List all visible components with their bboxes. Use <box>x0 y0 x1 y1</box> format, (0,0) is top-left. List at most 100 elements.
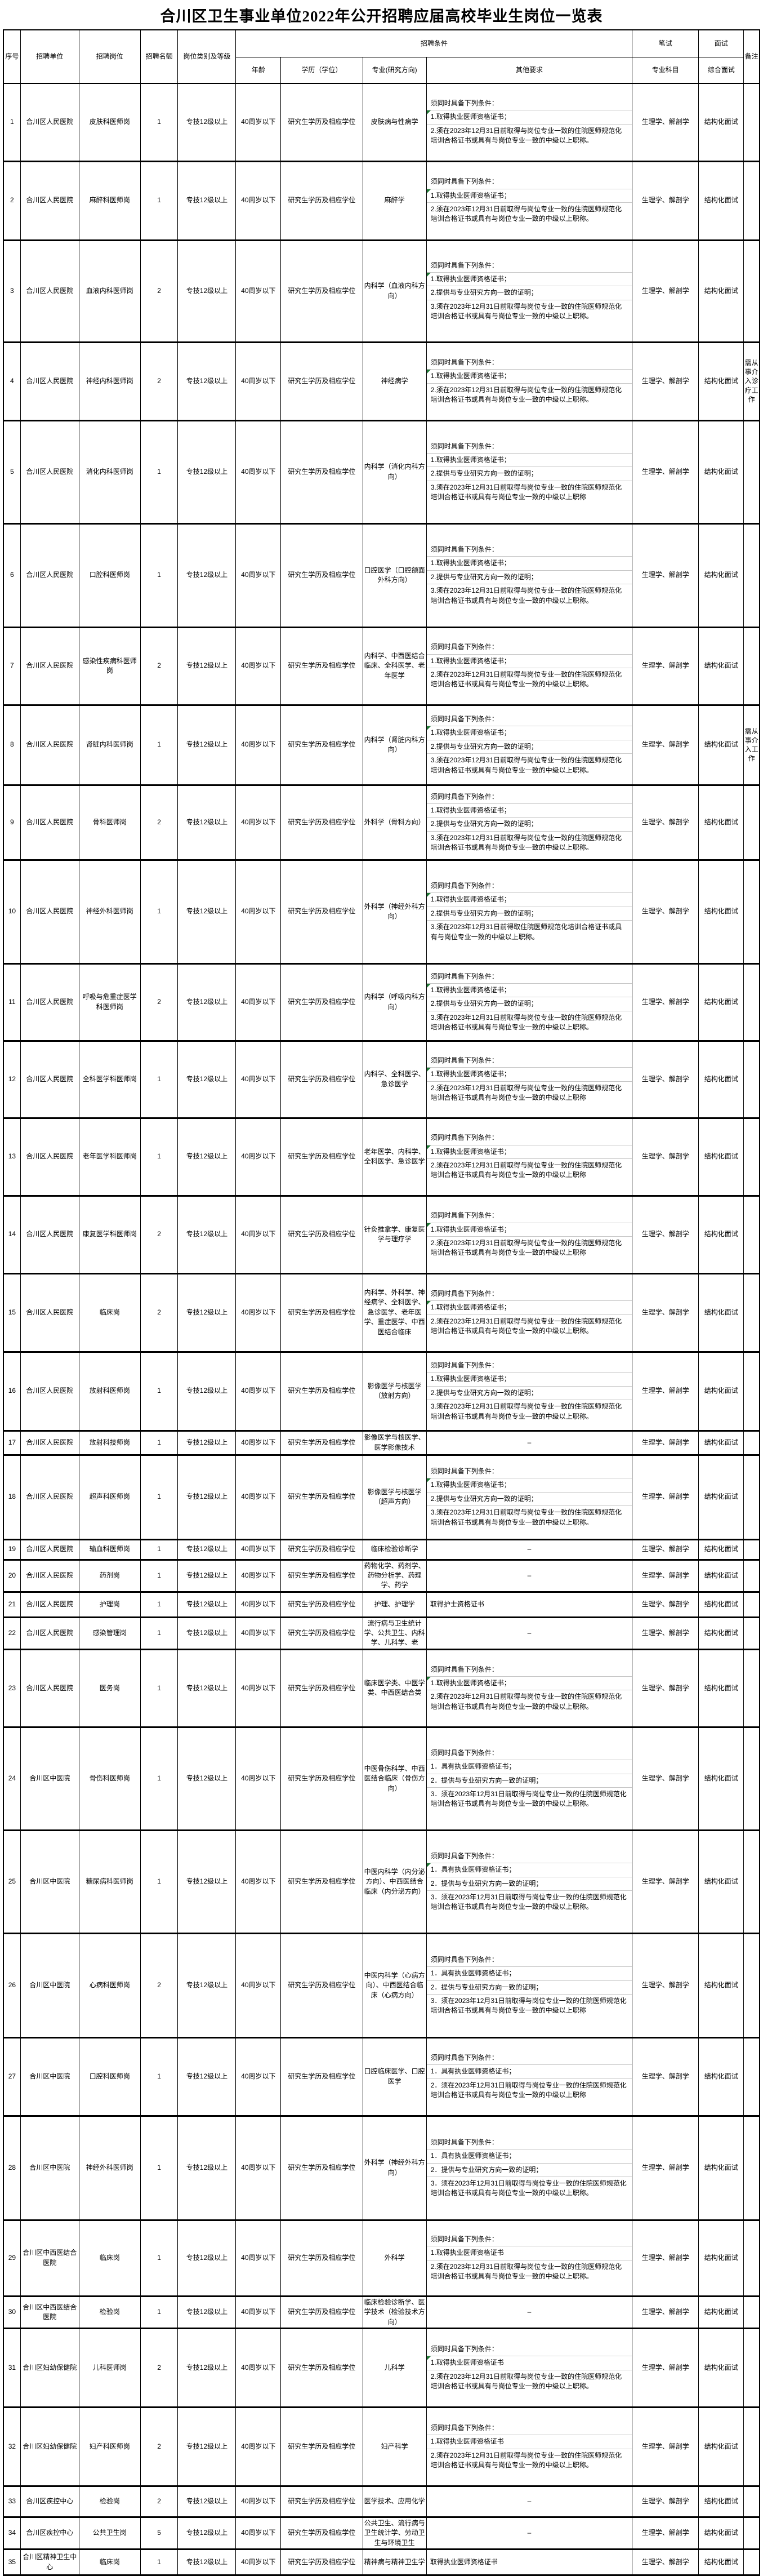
cell-seq: 13 <box>3 1117 21 1197</box>
cell-major: 临床医学类、中医学类、中西医结合类 <box>362 1649 427 1728</box>
cell-edu: 研究生学历及相应学位 <box>280 1649 363 1728</box>
cell-interview-type: 结构化面试 <box>698 1933 744 2038</box>
cell-remark <box>743 1591 760 1618</box>
cell-post: 医务岗 <box>78 1649 141 1728</box>
header-age: 年龄 <box>235 56 282 84</box>
cell-interview-type: 结构化面试 <box>698 859 744 965</box>
cell-major: 内科学（肾脏内科方向） <box>362 704 427 786</box>
cell-other-requirements: 须同时具备下列条件： 1.取得执业医师资格证书； 2.须在2023年12月31日前取… <box>426 341 633 421</box>
cell-unit: 合川区人民医院 <box>20 1040 79 1119</box>
cell-seq: 10 <box>3 859 21 965</box>
cell-other-requirements: 须同时具备下列条件： 1.取得执业医师资格证书 2.须在2023年12月31日前取得… <box>426 2407 633 2488</box>
page-title: 合川区卫生事业单位2022年公开招聘应届高校毕业生岗位一览表 <box>160 8 603 25</box>
cell-major: 药物化学、药剂学、药物分析学、药理学、药学 <box>362 1559 427 1593</box>
cell-seq: 31 <box>3 2328 21 2409</box>
cell-remark <box>743 420 760 525</box>
cell-unit: 合川区人民医院 <box>20 161 79 241</box>
condition-item: 1.取得执业医师资格证书； <box>427 1372 632 1385</box>
cell-unit: 合川区中医院 <box>20 1933 79 2038</box>
cell-written-subject: 生理学、解剖学 <box>632 161 699 241</box>
cell-remark: 需从事介入工作 <box>743 704 760 786</box>
cell-written-subject: 生理学、解剖学 <box>632 523 699 628</box>
condition-item: 2．提供与专业研究方向一致的证明； <box>427 1876 632 1890</box>
cell-category: 专技12级以上 <box>177 1616 237 1650</box>
cell-category: 专技12级以上 <box>177 859 237 965</box>
cell-written-subject: 生理学、解剖学 <box>632 1649 699 1728</box>
cell-seq: 34 <box>3 2517 21 2551</box>
cell-remark <box>743 2295 760 2330</box>
table-row: 15 合川区人民医院 临床岗 2 专技12级以上 40周岁以下 研究生学历及相应学位 内科学、… <box>3 1273 760 1353</box>
condition-item: 1．具有执业医师资格证书； <box>427 1966 632 1980</box>
cell-edu: 研究生学历及相应学位 <box>280 1539 363 1561</box>
cell-category: 专技12级以上 <box>177 2517 237 2551</box>
cell-other-requirements: 须同时具备下列条件： 1.取得执业医师资格证书； 2.提供与专业研究方向一致的证明；… <box>426 784 633 861</box>
cell-other-requirements: 须同时具备下列条件： 1.取得执业医师资格证书 2.须在2023年12月31日前取得… <box>426 2219 633 2297</box>
cell-quota: 2 <box>140 2407 179 2488</box>
cell-edu: 研究生学历及相应学位 <box>280 2517 363 2551</box>
cell-major: 影像医学与核医学、医学影像技术 <box>362 1430 427 1456</box>
cell-edu: 研究生学历及相应学位 <box>280 1454 363 1540</box>
cell-category: 专技12级以上 <box>177 1430 237 1456</box>
cell-edu: 研究生学历及相应学位 <box>280 1273 363 1353</box>
other-requirements-text: – <box>527 2497 532 2506</box>
cell-age: 40周岁以下 <box>235 161 282 241</box>
cell-major: 精神病与精神卫生学 <box>362 2549 427 2576</box>
table-row: 16 合川区人民医院 放射科医师岗 1 专技12级以上 40周岁以下 研究生学历及相应学位影… <box>3 1351 760 1432</box>
cell-major: 内科学（呼吸内科方向） <box>362 963 427 1042</box>
cell-unit: 合川区人民医院 <box>20 83 79 162</box>
cell-quota: 1 <box>140 1559 179 1593</box>
cell-edu: 研究生学历及相应学位 <box>280 1591 363 1618</box>
cell-major: 临床检验诊断学 <box>362 1539 427 1561</box>
cell-written-subject: 生理学、解剖学 <box>632 627 699 706</box>
cell-age: 40周岁以下 <box>235 1559 282 1593</box>
table-row: 13 合川区人民医院 老年医学科医师岗 1 专技12级以上 40周岁以下 研究生学历及相应学… <box>3 1117 760 1197</box>
cell-other-requirements: 须同时具备下列条件： 1．具有执业医师资格证书； 2．提供与专业研究方向一致的证明；… <box>426 2115 633 2221</box>
condition-item: 1.取得执业医师资格证书； <box>427 1676 632 1690</box>
conditions-intro: 须同时具备下列条件： <box>430 792 498 801</box>
cell-category: 专技12级以上 <box>177 1726 237 1831</box>
cell-edu: 研究生学历及相应学位 <box>280 239 363 343</box>
cell-other-requirements: 须同时具备下列条件： 1.取得执业医师资格证书； 2.须在2023年12月31日前取… <box>426 1117 633 1197</box>
conditions-list: 须同时具备下列条件： 1.取得执业医师资格证书； 2.提供与专业研究方向一致的证明；… <box>427 790 632 855</box>
other-requirements-text: – <box>527 2308 532 2316</box>
conditions-list: 须同时具备下列条件： 1.取得执业医师资格证书； 2.提供与专业研究方向一致的证明；… <box>427 259 632 323</box>
cell-remark <box>743 2407 760 2488</box>
cell-unit: 合川区人民医院 <box>20 239 79 343</box>
cell-major: 中医内科学（内分泌方向）、中西医结合临床（内分泌方向） <box>362 1829 427 1934</box>
cell-post: 检验岗 <box>78 2486 141 2519</box>
cell-quota: 1 <box>140 2549 179 2576</box>
conditions-intro: 须同时具备下列条件： <box>430 1361 498 1370</box>
cell-remark <box>743 1117 760 1197</box>
cell-major: 中医骨伤科学、中西医结合临床（骨伤方向） <box>362 1726 427 1831</box>
cell-category: 专技12级以上 <box>177 2407 237 2488</box>
cell-age: 40周岁以下 <box>235 1539 282 1561</box>
cell-other-requirements: – <box>426 1430 633 1456</box>
cell-other-requirements: 须同时具备下列条件： 1.取得执业医师资格证书； 2.须在2023年12月31日前取… <box>426 627 633 706</box>
cell-unit: 合川区人民医院 <box>20 1559 79 1593</box>
cell-seq: 32 <box>3 2407 21 2488</box>
conditions-intro: 须同时具备下列条件： <box>430 442 498 450</box>
cell-post: 消化内科医师岗 <box>78 420 141 525</box>
cell-post: 神经内科医师岗 <box>78 341 141 421</box>
cell-remark <box>743 2115 760 2221</box>
cell-age: 40周岁以下 <box>235 2219 282 2297</box>
cell-remark <box>743 1933 760 2038</box>
cell-seq: 24 <box>3 1726 21 1831</box>
cell-age: 40周岁以下 <box>235 420 282 525</box>
cell-unit: 合川区人民医院 <box>20 1351 79 1432</box>
cell-unit: 合川区人民医院 <box>20 627 79 706</box>
condition-item: 3.须在2023年12月31日前取得与岗位专业一致的住院医师规范化培训合格证书或… <box>427 830 632 855</box>
cell-post: 检验岗 <box>78 2295 141 2330</box>
cell-unit: 合川区人民医院 <box>20 420 79 525</box>
condition-item: 3.须在2023年12月31日前取得与岗位专业一致的住院医师规范化培训合格证书或… <box>427 584 632 607</box>
condition-item: 2．须在2023年12月31日前取得与岗位专业一致的住院医师规范化培训合格证书或… <box>427 2078 632 2102</box>
cell-interview-type: 结构化面试 <box>698 704 744 786</box>
condition-item: 1.取得执业医师资格证书； <box>427 726 632 739</box>
cell-edu: 研究生学历及相应学位 <box>280 1726 363 1831</box>
cell-written-subject: 生理学、解剖学 <box>632 2407 699 2488</box>
table-header: 序号 招聘单位 招聘岗位 招聘名额 岗位类别及等级 招聘条件 笔试 面试 备注 … <box>3 29 760 84</box>
table-row: 25 合川区中医院 糖尿病科医师岗 1 专技12级以上 40周岁以下 研究生学历及相应学位中… <box>3 1829 760 1934</box>
table-row: 27 合川区中医院 口腔科医师岗 1 专技12级以上 40周岁以下 研究生学历及相应学位 口腔… <box>3 2037 760 2117</box>
cell-post: 肾脏内科医师岗 <box>78 704 141 786</box>
cell-interview-type: 结构化面试 <box>698 1559 744 1593</box>
